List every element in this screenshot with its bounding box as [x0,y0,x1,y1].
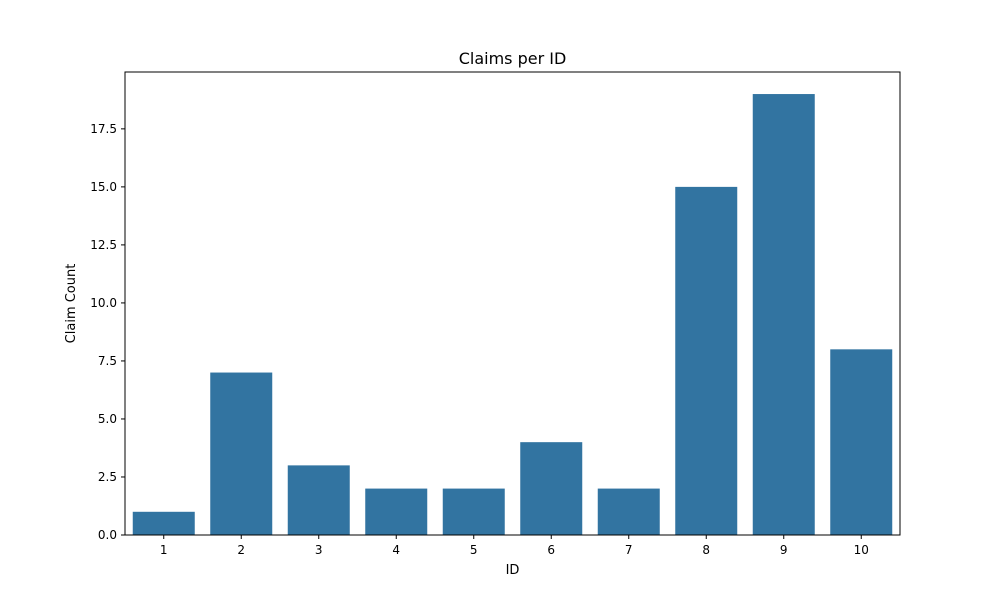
bar-10 [830,349,893,535]
bar-6 [520,442,583,535]
y-tick-label: 7.5 [98,354,117,368]
x-tick-label: 5 [470,543,478,557]
bar-4 [365,488,428,535]
bar-5 [442,488,505,535]
y-tick-label: 15.0 [90,180,117,194]
bar-9 [752,94,815,536]
x-axis: 1 2 3 4 5 6 7 8 9 10 [160,535,869,557]
x-tick-label: 3 [315,543,323,557]
x-tick-label: 4 [392,543,400,557]
x-axis-label: ID [506,563,520,578]
y-tick-label: 10.0 [90,296,117,310]
x-tick-label: 6 [547,543,555,557]
plot-frame [124,71,901,536]
chart-title: Claims per ID [459,49,567,68]
y-tick-label: 5.0 [98,412,117,426]
bars-group [132,94,893,536]
bar-2 [210,372,273,535]
y-tick-label: 2.5 [98,470,117,484]
x-tick-label: 10 [854,543,869,557]
x-tick-label: 8 [702,543,710,557]
bar-7 [597,488,660,535]
x-tick-label: 9 [780,543,788,557]
y-tick-label: 0.0 [98,528,117,542]
x-tick-label: 2 [237,543,245,557]
x-tick-label: 7 [625,543,633,557]
bar-8 [675,186,738,535]
bar-3 [287,465,350,535]
bar-1 [132,511,195,535]
x-tick-label: 1 [160,543,168,557]
y-tick-label: 17.5 [90,122,117,136]
y-tick-label: 12.5 [90,238,117,252]
y-axis: 0.0 2.5 5.0 7.5 10.0 12.5 15.0 17.5 [90,122,125,542]
y-axis-label: Claim Count [64,264,79,344]
